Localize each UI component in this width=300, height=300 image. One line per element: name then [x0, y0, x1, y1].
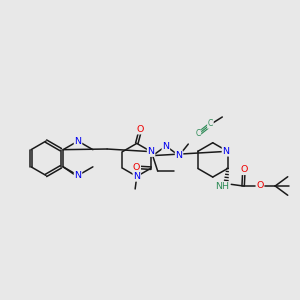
Text: O: O — [136, 125, 144, 134]
Text: N: N — [133, 172, 140, 181]
Text: NH: NH — [215, 182, 229, 191]
Text: O: O — [240, 165, 247, 174]
Text: O: O — [256, 182, 264, 190]
Text: N: N — [74, 171, 82, 180]
Text: N: N — [223, 147, 230, 156]
Text: O: O — [133, 163, 140, 172]
Text: C: C — [195, 129, 201, 138]
Text: N: N — [148, 147, 154, 156]
Text: N: N — [176, 151, 182, 160]
Text: N: N — [162, 142, 169, 151]
Text: C: C — [208, 119, 213, 128]
Text: N: N — [74, 136, 82, 146]
